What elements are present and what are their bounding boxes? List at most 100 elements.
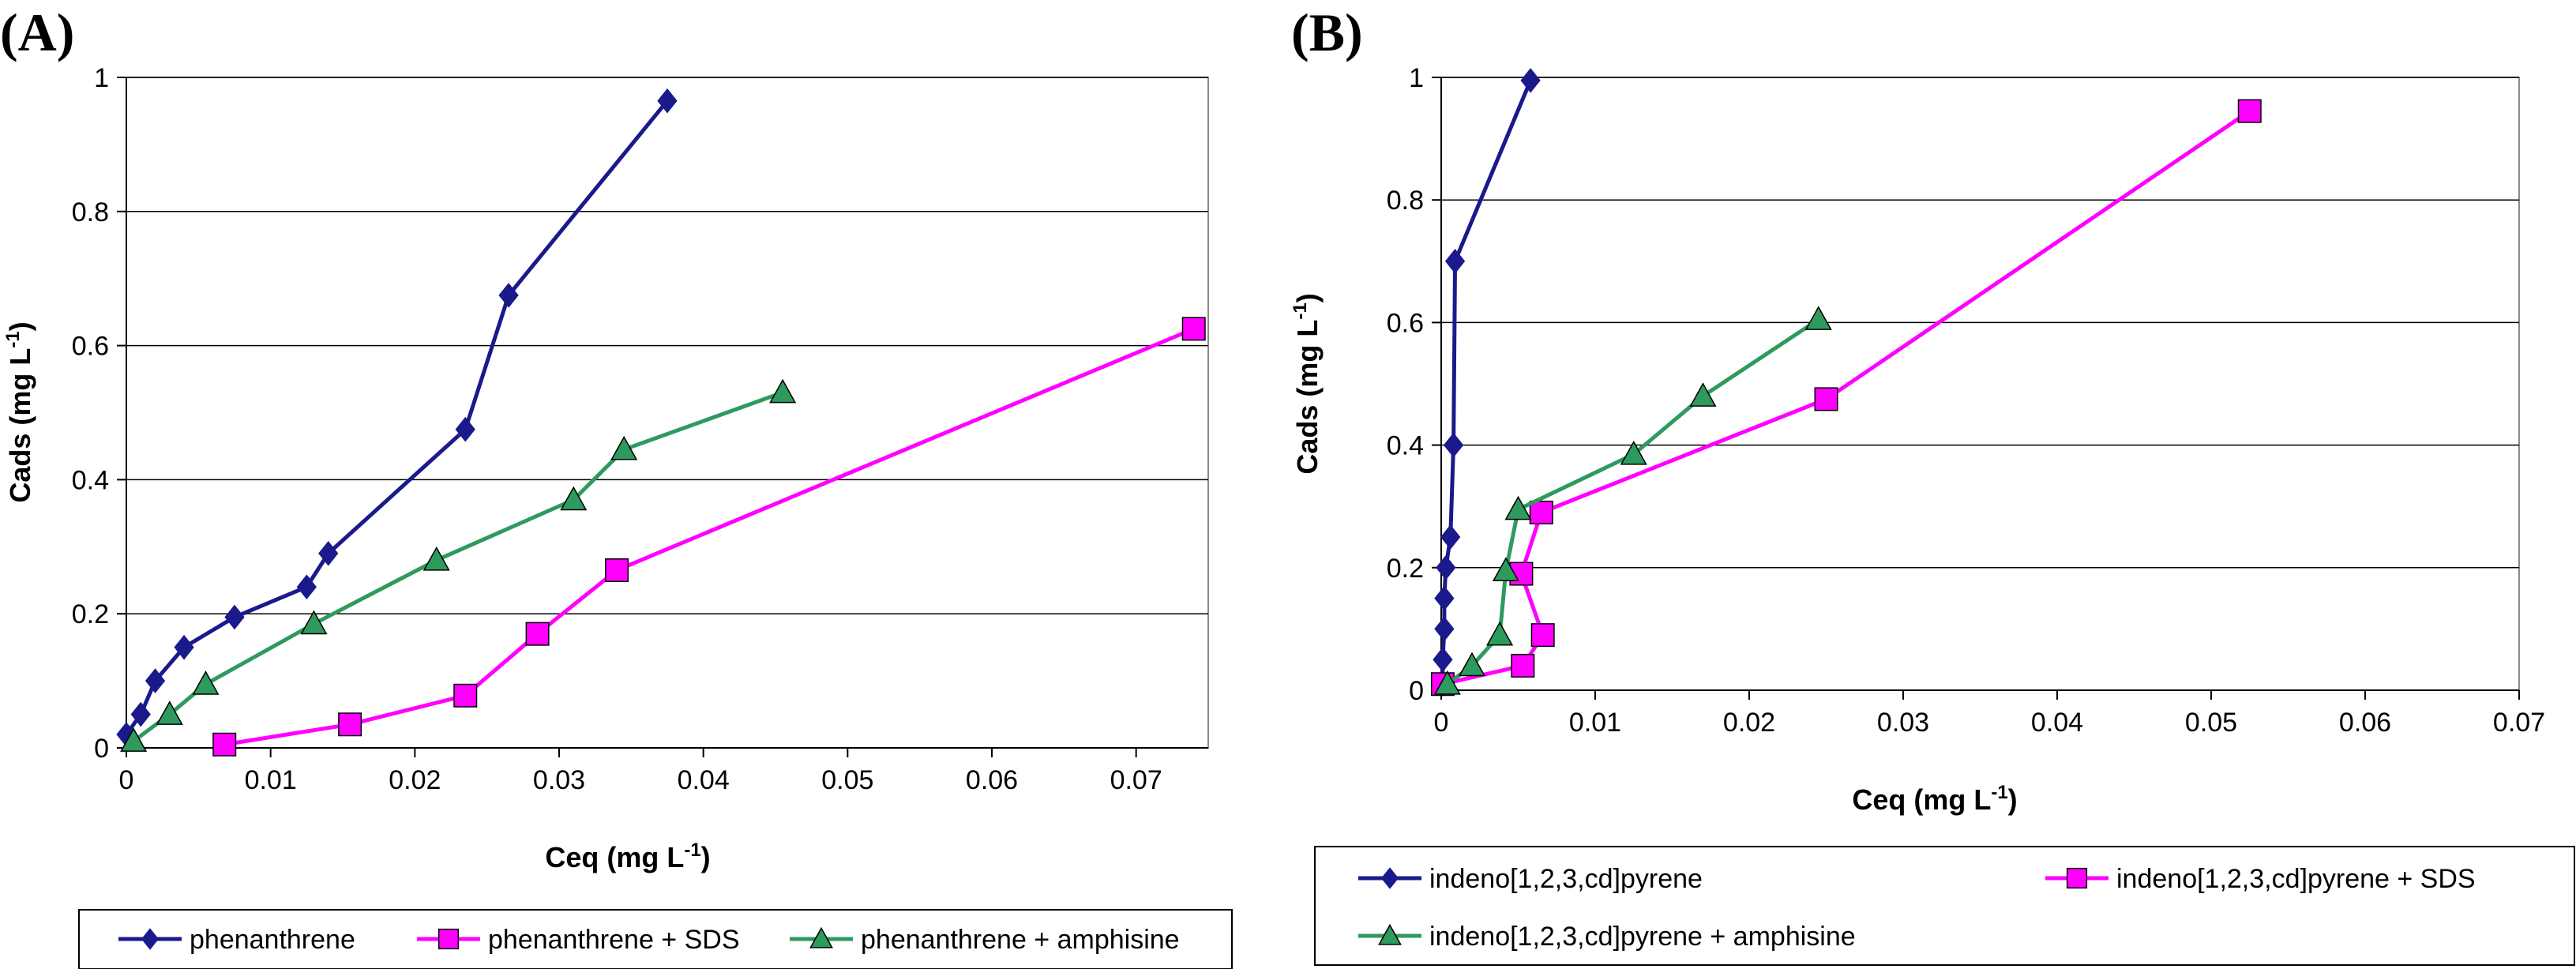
data-point-triangle [192, 670, 220, 695]
data-point-diamond [145, 668, 166, 693]
data-point-triangle [1458, 652, 1486, 677]
x-tick-labels-b: 0 0.01 0.02 0.03 0.04 0.05 0.06 0.07 [1434, 690, 2545, 738]
data-point-diamond [1434, 616, 1455, 642]
legend-marker-triangle [1378, 923, 1402, 945]
data-point-diamond [1436, 554, 1456, 580]
y-tick-label: 1 [94, 63, 109, 93]
legend-marker-square [2066, 867, 2088, 889]
data-point-diamond [1440, 524, 1461, 550]
legend-marker-triangle [809, 926, 833, 948]
x-tick-label: 0.03 [533, 765, 585, 795]
y-tick-label: 0.4 [72, 465, 109, 495]
series-group-b [1430, 68, 2262, 697]
y-axis-title-a: Cads (mg L-1) [2, 321, 36, 502]
data-point-diamond [1444, 248, 1466, 274]
data-point-diamond [455, 416, 475, 442]
gridlines-b [1440, 77, 2519, 691]
data-point-square [453, 683, 478, 708]
data-point-triangle [1492, 557, 1519, 582]
data-point-diamond [318, 540, 339, 566]
legend-a [78, 909, 1233, 969]
x-tick-label: 0.05 [2185, 708, 2237, 738]
legend-marker-square [437, 928, 460, 950]
x-tick-label: 0.06 [966, 765, 1018, 795]
data-point-diamond [1434, 585, 1455, 611]
data-point-triangle [156, 700, 183, 725]
panel-a: (A) 0 0.01 0.02 0.03 0.04 0.05 0.06 0.07 0 0.2 0.… [0, 2, 1233, 969]
data-point-square [338, 712, 362, 737]
legend-label: indeno[1,2,3,cd]pyrene + SDS [2116, 864, 2476, 894]
plot-area-a [126, 77, 1209, 749]
x-tick-label: 0.05 [821, 765, 873, 795]
data-point-triangle [120, 727, 148, 752]
x-tick-label: 0.02 [1723, 708, 1775, 738]
panel-label-a: (A) [0, 2, 74, 62]
data-point-triangle [610, 435, 638, 460]
data-point-square [1509, 561, 1534, 586]
x-tick-label: 0.01 [245, 765, 297, 795]
data-point-square [212, 732, 237, 757]
data-point-square [1814, 387, 1838, 411]
legend-label: indeno[1,2,3,cd]pyrene [1429, 864, 1703, 894]
data-point-square [1529, 500, 1553, 524]
data-point-diamond [224, 604, 245, 630]
data-point-triangle [560, 486, 588, 511]
data-point-square [2237, 99, 2262, 123]
data-point-triangle [422, 546, 450, 571]
y-tick-label: 0.8 [72, 197, 109, 227]
x-tick-labels-a: 0 0.01 0.02 0.03 0.04 0.05 0.06 0.07 [119, 748, 1162, 795]
data-point-square [1530, 623, 1555, 648]
panel-b: (B) 0 0.01 0.02 0.03 0.04 0.05 0.06 0.07 0 0.2 0.… [1290, 2, 2575, 966]
y-tick-label: 0 [94, 734, 109, 764]
legend-label: indeno[1,2,3,cd]pyrene + amphisine [1429, 922, 1856, 952]
y-tick-label: 0.2 [72, 599, 109, 629]
x-tick-label: 0.04 [678, 765, 730, 795]
x-tick-label: 0.07 [2493, 708, 2545, 738]
data-point-diamond [657, 88, 678, 114]
x-tick-label: 0.07 [1110, 765, 1162, 795]
data-point-triangle [1620, 440, 1647, 465]
y-tick-labels-a: 0 0.2 0.4 0.6 0.8 1 [72, 63, 126, 764]
x-axis-title-a: Ceq (mg L-1) [545, 839, 710, 873]
data-point-triangle [300, 610, 328, 635]
y-tick-label: 0.6 [1387, 308, 1424, 338]
legend-b [1314, 846, 2575, 966]
legend-label: phenanthrene + amphisine [861, 925, 1180, 955]
data-point-diamond [1433, 647, 1453, 673]
series-line-square [223, 327, 1195, 747]
legend-entries-a: phenanthrene phenanthrene + SDS phenanthre… [118, 925, 1180, 955]
y-tick-label: 0.4 [1387, 431, 1424, 461]
x-tick-label: 0.06 [2339, 708, 2391, 738]
gridlines-a [126, 77, 1208, 749]
x-axis-title-b: Ceq (mg L-1) [1852, 782, 2017, 816]
panel-label-b: (B) [1291, 2, 1363, 62]
data-point-square [1511, 653, 1535, 678]
data-point-diamond [174, 634, 194, 660]
y-tick-labels-b: 0 0.2 0.4 0.6 0.8 1 [1387, 63, 1441, 706]
data-point-square [605, 558, 629, 583]
plot-area-b [1440, 77, 2520, 691]
x-tick-label: 0.02 [389, 765, 441, 795]
data-point-diamond [1443, 432, 1464, 458]
x-tick-label: 0.04 [2031, 708, 2083, 738]
y-tick-label: 0.6 [72, 332, 109, 362]
series-group-a [116, 88, 1206, 757]
data-point-diamond [498, 283, 519, 308]
data-point-triangle [1689, 382, 1717, 407]
series-line-diamond [124, 100, 669, 736]
data-point-diamond [296, 574, 317, 600]
y-axis-title-b: Cads (mg L-1) [1290, 293, 1324, 474]
data-point-triangle [769, 378, 797, 404]
data-point-square [525, 622, 550, 646]
data-point-triangle [1804, 306, 1832, 330]
data-point-triangle [1433, 670, 1461, 695]
y-tick-label: 0 [1409, 676, 1424, 706]
y-tick-label: 0.8 [1387, 186, 1424, 216]
data-point-square [1181, 317, 1206, 341]
legend-label: phenanthrene + SDS [488, 925, 740, 955]
legend-marker-diamond [1380, 867, 1399, 889]
x-tick-label: 0 [1434, 708, 1449, 738]
x-tick-label: 0.01 [1569, 708, 1621, 738]
legend-entries-b: indeno[1,2,3,cd]pyrene indeno[1,2,3,cd]py… [1358, 864, 2476, 952]
